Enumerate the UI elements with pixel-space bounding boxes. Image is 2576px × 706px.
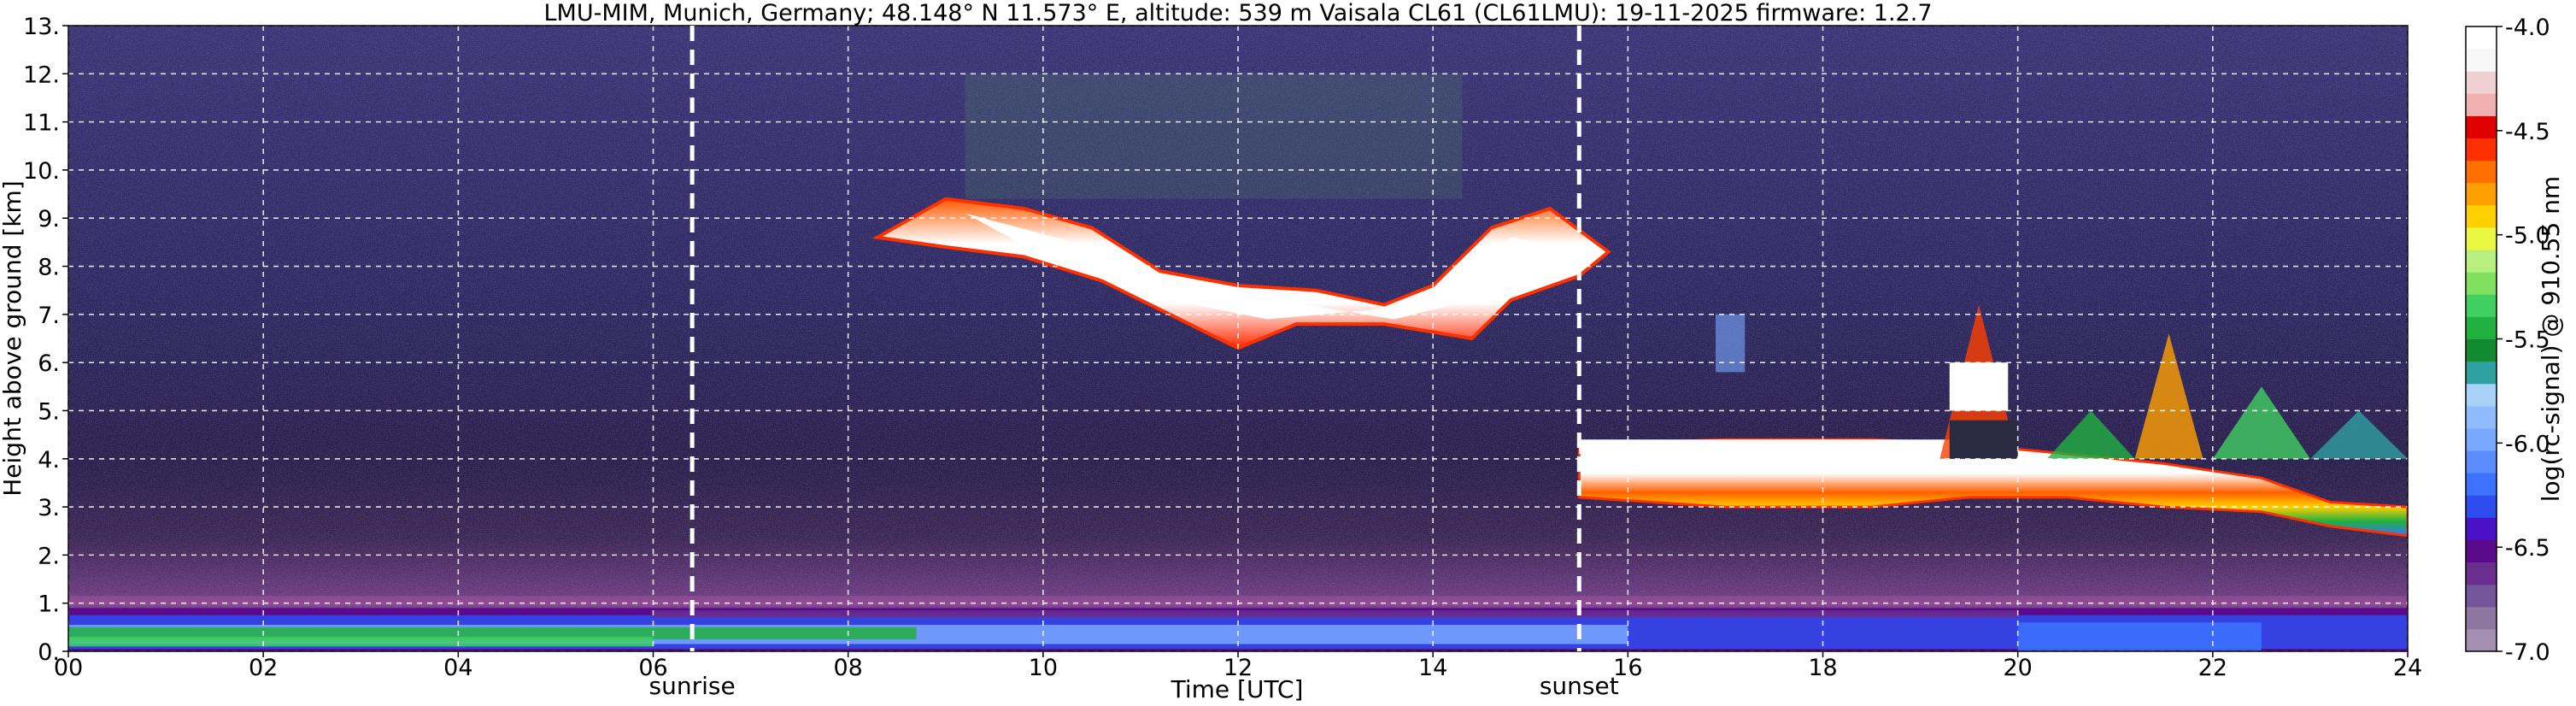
convective-tower-2	[2134, 333, 2203, 459]
virga-haze	[965, 74, 1463, 199]
x-tick-label: 18	[1808, 655, 1837, 681]
colorbar-segment	[2466, 316, 2497, 339]
convective-tower-4	[2309, 410, 2408, 459]
colorbar-tick-label: -5.0	[2505, 223, 2550, 250]
y-axis-label: Height above ground [km]	[0, 180, 26, 497]
colorbar-segment	[2466, 138, 2497, 162]
colorbar: -7.0 -6.5 -6.0 -5.5 -5.0 -4.5 -4.0	[2465, 15, 2550, 666]
colorbar-label: log(rc-signal) @ 910.55 nm	[2537, 176, 2565, 502]
colorbar-segment	[2466, 93, 2497, 116]
x-axis-label: Time [UTC]	[1171, 675, 1304, 703]
y-tick-label: 3.	[38, 495, 60, 521]
y-tick-label: 11.	[23, 110, 60, 137]
marker-label-sunrise: sunrise	[649, 672, 736, 700]
y-tick-label: 5.	[38, 398, 60, 425]
marker-label-sunset: sunset	[1540, 672, 1619, 700]
y-tick-label: 0.	[38, 639, 60, 666]
convective-tower-3	[2212, 386, 2310, 459]
x-axis: 00 02 04 06 08 10 12 14 16 18 20 22 24	[54, 651, 2422, 681]
x-tick-label: 20	[2003, 655, 2032, 681]
plot-area	[68, 26, 2408, 651]
x-tick-label: 24	[2393, 655, 2422, 681]
colorbar-segment	[2466, 628, 2497, 652]
grid	[68, 26, 2408, 651]
x-tick-label: 04	[443, 655, 472, 681]
colorbar-segment	[2466, 584, 2497, 608]
colorbar-segment	[2466, 250, 2497, 273]
boundary-layer-band-5	[653, 610, 2018, 618]
y-tick-label: 4.	[38, 447, 60, 474]
x-tick-label: 06	[638, 655, 667, 681]
colorbar-segment	[2466, 160, 2497, 184]
colorbar-tick-label: -4.0	[2505, 15, 2550, 41]
colorbar-segment	[2466, 517, 2497, 540]
colorbar-segment	[2466, 361, 2497, 385]
x-tick-label: 00	[54, 655, 83, 681]
y-tick-label: 6.	[38, 350, 60, 377]
x-tick-label: 08	[833, 655, 862, 681]
colorbar-segment	[2466, 450, 2497, 474]
boundary-layer-band-2	[68, 627, 917, 639]
colorbar-segment	[2466, 338, 2497, 362]
x-tick-label: 16	[1613, 655, 1642, 681]
colorbar-tick-label: -5.5	[2505, 327, 2550, 354]
day-markers: sunrise sunset	[649, 26, 1619, 700]
y-tick-label: 12.	[23, 62, 60, 88]
evening-cloud-top	[1579, 439, 1950, 455]
tower-core	[1949, 362, 2009, 411]
y-tick-label: 13.	[23, 14, 60, 40]
tower-shadow	[1949, 420, 2018, 459]
colorbar-segment	[2466, 182, 2497, 206]
colorbar-tick-label: -4.5	[2505, 119, 2550, 145]
colorbar-segment	[2466, 294, 2497, 317]
y-axis: 0. 1. 2. 3. 4. 5. 6. 7. 8. 9. 10. 11. 12. 13.	[23, 14, 68, 666]
y-tick-label: 1.	[38, 591, 60, 618]
y-tick-label: 2.	[38, 543, 60, 569]
x-tick-label: 10	[1029, 655, 1058, 681]
colorbar-segment	[2466, 383, 2497, 407]
colorbar-segment	[2466, 227, 2497, 250]
x-tick-label: 14	[1418, 655, 1447, 681]
colorbar-segment	[2466, 495, 2497, 518]
colorbar-segment	[2466, 26, 2497, 50]
x-tick-label: 02	[249, 655, 278, 681]
y-tick-label: 8.	[38, 255, 60, 281]
colorbar-segment	[2466, 204, 2497, 228]
colorbar-segment	[2466, 427, 2497, 451]
colorbar-segment	[2466, 473, 2497, 496]
x-tick-label: 22	[2198, 655, 2227, 681]
colorbar-segment	[2466, 562, 2497, 585]
boundary-layer-band-4	[2017, 622, 2262, 651]
colorbar-segment	[2466, 539, 2497, 563]
convective-tower-1	[2046, 410, 2135, 459]
y-tick-label: 10.	[23, 158, 60, 185]
x-tick-label: 12	[1223, 655, 1253, 681]
y-tick-label: 9.	[38, 206, 60, 232]
colorbar-segment	[2466, 115, 2497, 139]
colorbar-tick-label: -6.5	[2505, 535, 2550, 562]
colorbar-segment	[2466, 405, 2497, 429]
colorbar-segment	[2466, 71, 2497, 94]
y-tick-label: 7.	[38, 303, 60, 329]
colorbar-segment	[2466, 49, 2497, 72]
colorbar-tick-label: -6.0	[2505, 431, 2550, 457]
colorbar-segment	[2466, 272, 2497, 295]
chart-title: LMU-MIM, Munich, Germany; 48.148° N 11.5…	[543, 0, 1932, 26]
fallstreak-feature	[1716, 314, 1746, 373]
colorbar-segment	[2466, 606, 2497, 630]
boundary-layer-band-3	[68, 637, 654, 647]
colorbar-tick-label: -7.0	[2505, 639, 2550, 666]
